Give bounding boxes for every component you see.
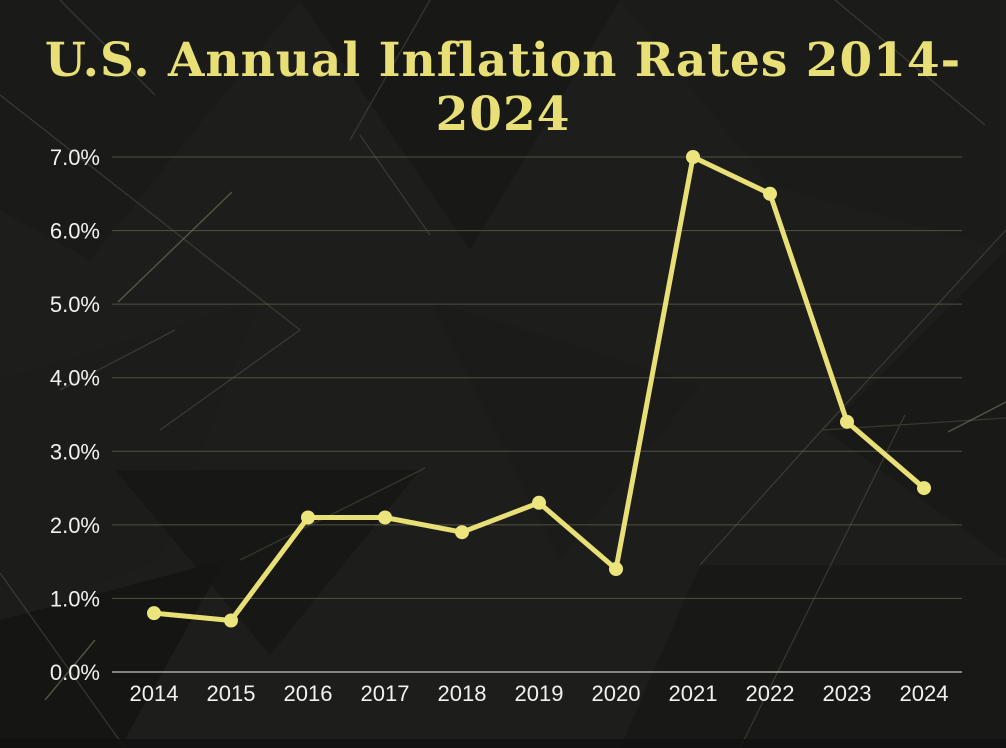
x-tick-label-2024: 2024 — [900, 681, 949, 706]
x-tick-label-2022: 2022 — [746, 681, 795, 706]
x-tick-label-2016: 2016 — [284, 681, 333, 706]
x-tick-label-2019: 2019 — [515, 681, 564, 706]
y-tick-label-1.0%: 1.0% — [50, 586, 100, 611]
y-tick-label-3.0%: 3.0% — [50, 439, 100, 464]
data-point-2016 — [301, 510, 315, 525]
data-point-2015 — [224, 613, 238, 628]
inflation-rate-line — [151, 154, 927, 623]
y-tick-label-6.0%: 6.0% — [50, 219, 100, 244]
x-tick-label-2018: 2018 — [438, 681, 487, 706]
x-tick-label-2020: 2020 — [592, 681, 641, 706]
chart-title: U.S. Annual Inflation Rates 2014-2024 — [44, 33, 962, 143]
x-tick-label-2021: 2021 — [669, 681, 718, 706]
y-tick-label-4.0%: 4.0% — [50, 366, 100, 391]
y-tick-label-0.0%: 0.0% — [50, 660, 100, 685]
data-point-2019 — [532, 495, 546, 510]
data-point-2024 — [917, 481, 931, 496]
data-point-2023 — [840, 414, 854, 429]
y-tick-label-7.0%: 7.0% — [50, 145, 100, 170]
x-tick-label-2023: 2023 — [823, 681, 872, 706]
data-point-2020 — [609, 562, 623, 576]
data-point-2018 — [455, 525, 469, 540]
x-tick-label-2014: 2014 — [130, 681, 179, 706]
y-tick-label-2.0%: 2.0% — [50, 513, 100, 538]
x-tick-label-2015: 2015 — [207, 681, 256, 706]
x-tick-label-2017: 2017 — [361, 681, 410, 706]
data-point-2017 — [378, 510, 392, 525]
data-point-2021 — [686, 150, 700, 164]
data-point-2022 — [763, 186, 777, 201]
y-tick-label-5.0%: 5.0% — [50, 292, 100, 317]
data-point-2014 — [147, 606, 161, 621]
